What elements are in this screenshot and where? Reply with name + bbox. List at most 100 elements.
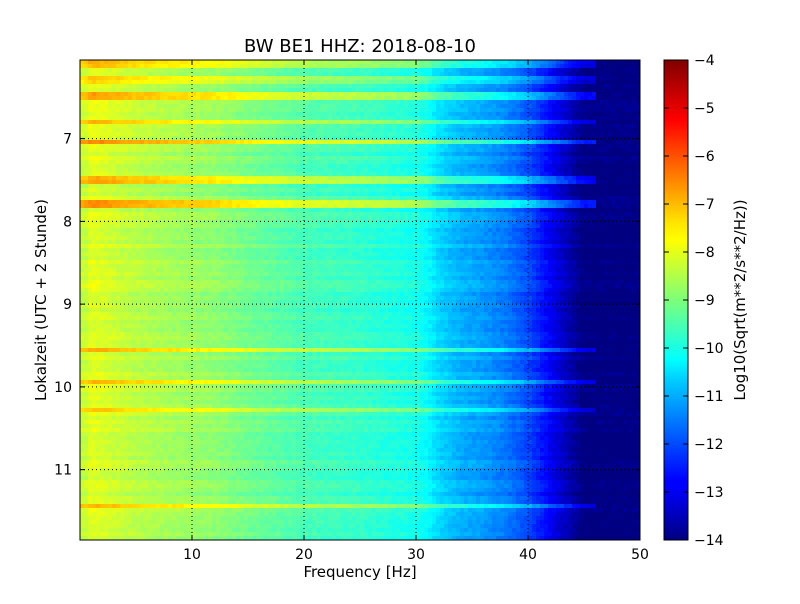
heatmap-cell — [80, 188, 85, 193]
heatmap-cell — [352, 156, 357, 161]
heatmap-cell — [636, 172, 640, 177]
heatmap-cell — [248, 192, 253, 197]
heatmap-cell — [296, 72, 301, 77]
heatmap-cell — [472, 192, 477, 197]
heatmap-cell — [388, 60, 393, 65]
heatmap-cell — [208, 176, 213, 181]
heatmap-cell — [156, 60, 161, 65]
heatmap-cell — [592, 80, 597, 85]
heatmap-cell — [84, 60, 89, 65]
heatmap-cell — [540, 88, 545, 93]
heatmap-cell — [492, 132, 497, 137]
heatmap-cell — [332, 180, 337, 185]
heatmap-cell — [460, 64, 465, 69]
heatmap-cell — [548, 192, 553, 197]
heatmap-cell — [540, 140, 545, 145]
heatmap-cell — [344, 160, 349, 165]
heatmap-cell — [424, 168, 429, 173]
heatmap-cell — [304, 160, 309, 165]
heatmap-cell — [384, 72, 389, 77]
heatmap-cell — [260, 96, 265, 101]
heatmap-cell — [448, 68, 453, 73]
heatmap-cell — [504, 80, 509, 85]
heatmap-cell — [328, 96, 333, 101]
heatmap-cell — [232, 88, 237, 93]
heatmap-cell — [288, 184, 293, 189]
heatmap-cell — [376, 64, 381, 69]
heatmap-cell — [148, 76, 153, 81]
heatmap-cell — [136, 156, 141, 161]
heatmap-cell — [536, 156, 541, 161]
heatmap-cell — [368, 160, 373, 165]
heatmap-cell — [536, 116, 541, 121]
heatmap-cell — [632, 192, 637, 197]
heatmap-cell — [228, 132, 233, 137]
heatmap-cell — [192, 176, 197, 181]
heatmap-cell — [108, 196, 113, 201]
heatmap-cell — [460, 84, 465, 89]
heatmap-cell — [432, 96, 437, 101]
heatmap-cell — [340, 128, 345, 133]
heatmap-cell — [528, 112, 533, 117]
heatmap-cell — [256, 148, 261, 153]
heatmap-cell — [620, 132, 625, 137]
heatmap-cell — [192, 148, 197, 153]
heatmap-cell — [588, 108, 593, 113]
heatmap-cell — [380, 116, 385, 121]
heatmap-cell — [268, 164, 273, 169]
heatmap-cell — [348, 60, 353, 65]
heatmap-cell — [148, 96, 153, 101]
heatmap-cell — [360, 184, 365, 189]
heatmap-cell — [484, 172, 489, 177]
heatmap-cell — [388, 108, 393, 113]
heatmap-cell — [192, 96, 197, 101]
heatmap-cell — [84, 188, 89, 193]
heatmap-cell — [256, 76, 261, 81]
heatmap-cell — [568, 96, 573, 101]
heatmap-cell — [112, 80, 117, 85]
heatmap-cell — [440, 76, 445, 81]
heatmap-cell — [580, 72, 585, 77]
heatmap-cell — [552, 156, 557, 161]
heatmap-cell — [136, 72, 141, 77]
heatmap-cell — [212, 104, 217, 109]
heatmap-cell — [476, 108, 481, 113]
heatmap-cell — [288, 124, 293, 129]
heatmap-cell — [256, 104, 261, 109]
heatmap-cell — [416, 76, 421, 81]
heatmap-cell — [88, 180, 93, 185]
heatmap-cell — [140, 80, 145, 85]
heatmap-cell — [528, 84, 533, 89]
heatmap-cell — [480, 188, 485, 193]
heatmap-cell — [168, 188, 173, 193]
heatmap-cell — [376, 80, 381, 85]
heatmap-cell — [452, 164, 457, 169]
heatmap-cell — [92, 128, 97, 133]
heatmap-cell — [548, 160, 553, 165]
heatmap-cell — [240, 148, 245, 153]
heatmap-cell — [280, 152, 285, 157]
heatmap-cell — [232, 152, 237, 157]
heatmap-cell — [372, 92, 377, 97]
heatmap-cell — [124, 188, 129, 193]
heatmap-cell — [272, 168, 277, 173]
heatmap-cell — [324, 180, 329, 185]
heatmap-cell — [560, 180, 565, 185]
heatmap-cell — [560, 196, 565, 201]
heatmap-cell — [160, 96, 165, 101]
heatmap-cell — [240, 180, 245, 185]
heatmap-cell — [156, 148, 161, 153]
heatmap-cell — [160, 120, 165, 125]
heatmap-cell — [92, 120, 97, 125]
heatmap-cell — [392, 168, 397, 173]
heatmap-cell — [508, 168, 513, 173]
heatmap-cell — [124, 156, 129, 161]
heatmap-cell — [156, 152, 161, 157]
heatmap-cell — [340, 108, 345, 113]
heatmap-cell — [308, 168, 313, 173]
heatmap-cell — [96, 76, 101, 81]
heatmap-cell — [616, 76, 621, 81]
heatmap-cell — [388, 132, 393, 137]
heatmap-cell — [112, 72, 117, 77]
heatmap-cell — [500, 180, 505, 185]
